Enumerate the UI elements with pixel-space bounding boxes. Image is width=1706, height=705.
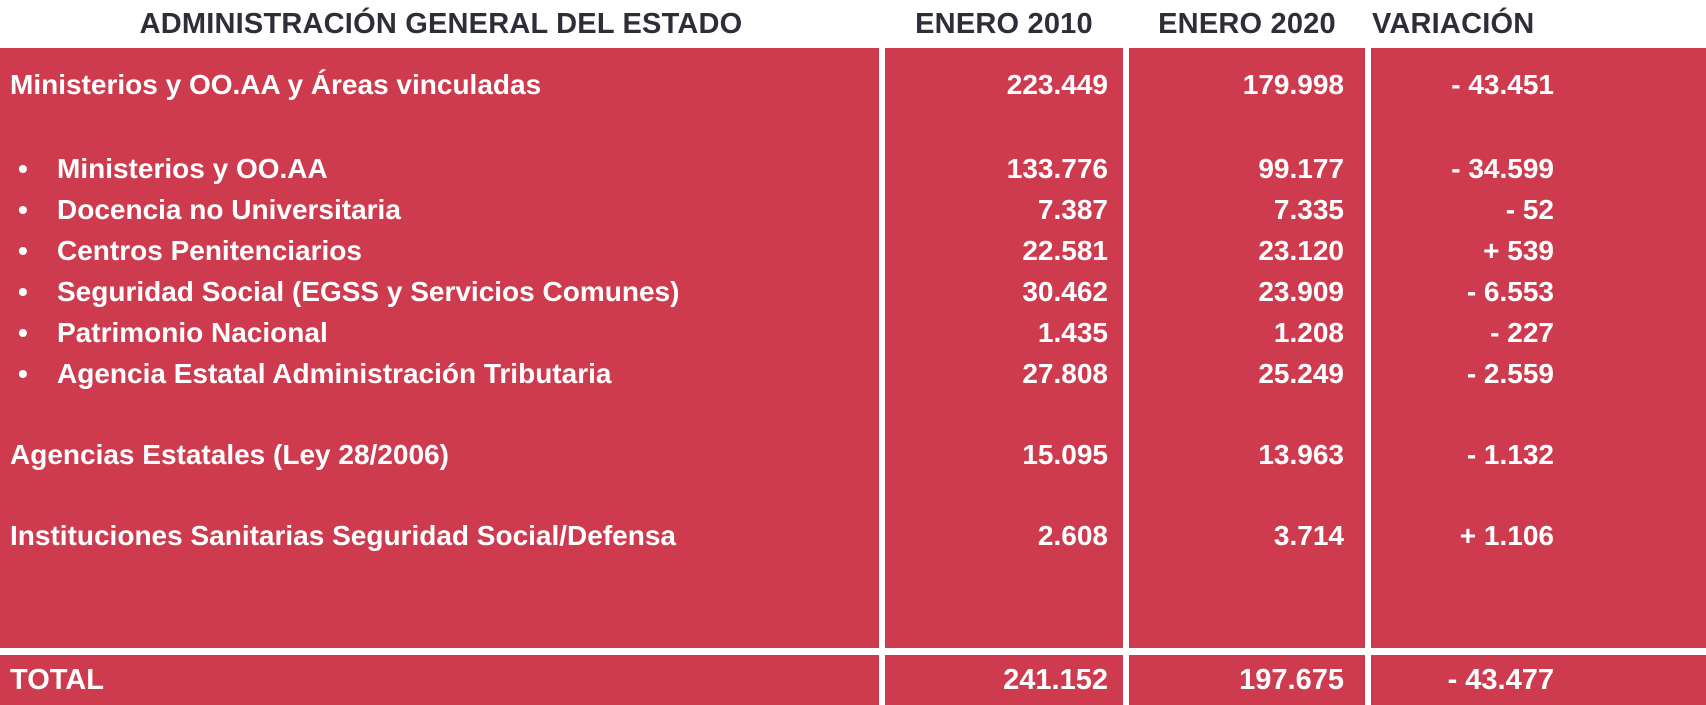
table-row: • Seguridad Social (EGSS y Servicios Comu… (0, 271, 1706, 312)
column-header-enero-2010: ENERO 2010 (915, 7, 1093, 40)
column-separator (1123, 48, 1129, 705)
bullet-icon: • (18, 317, 28, 348)
row-label: • Centros Penitenciarios (0, 230, 882, 271)
row-label: Instituciones Sanitarias Seguridad Socia… (10, 520, 676, 551)
value-variation: - 1.132 (1466, 439, 1554, 470)
table-red-area: Ministerios y OO.AA y Áreas vinculadas 22… (0, 48, 1706, 705)
table-row: Agencias Estatales (Ley 28/2006) 15.095 13… (0, 434, 1706, 475)
column-separator (879, 48, 885, 705)
row-label: • Agencia Estatal Administración Tributar… (0, 353, 882, 394)
table-body: Ministerios y OO.AA y Áreas vinculadas 22… (0, 48, 1706, 648)
value-2010: 2.608 (1037, 520, 1108, 551)
value-2020: 7.335 (1273, 194, 1344, 225)
value-2010: 7.387 (1037, 194, 1108, 225)
value-2020: 99.177 (1258, 153, 1344, 184)
bullet-icon: • (18, 358, 28, 389)
value-2010: 27.808 (1022, 358, 1108, 389)
value-2020: 23.120 (1258, 235, 1344, 266)
table-row: Instituciones Sanitarias Seguridad Socia… (0, 515, 1706, 556)
column-header-variacion: VARIACIÓN (1372, 7, 1535, 40)
table-row: Ministerios y OO.AA y Áreas vinculadas 22… (0, 62, 1706, 108)
value-2010: 1.435 (1037, 317, 1108, 348)
total-value-variation: - 43.477 (1447, 664, 1554, 696)
value-2010: 22.581 (1022, 235, 1108, 266)
total-value-2010: 241.152 (1003, 664, 1108, 696)
table-row: • Agencia Estatal Administración Tributar… (0, 353, 1706, 394)
row-label: • Patrimonio Nacional (0, 312, 882, 353)
value-2020: 179.998 (1242, 69, 1344, 100)
row-label: Agencias Estatales (Ley 28/2006) (10, 439, 449, 470)
value-2020: 3.714 (1273, 520, 1344, 551)
value-2020: 1.208 (1273, 317, 1344, 348)
column-separator (1365, 48, 1371, 705)
bullet-icon: • (18, 153, 28, 184)
table-row: • Centros Penitenciarios 22.581 23.120 + 539 (0, 230, 1706, 271)
value-variation: - 6.553 (1466, 276, 1554, 307)
row-label: • Docencia no Universitaria (0, 189, 882, 230)
row-label: Ministerios y OO.AA y Áreas vinculadas (10, 69, 542, 100)
value-variation: - 227 (1490, 317, 1554, 348)
table-header: ADMINISTRACIÓN GENERAL DEL ESTADO ENERO … (0, 0, 1706, 48)
table-row: • Docencia no Universitaria 7.387 7.335 - 52 (0, 189, 1706, 230)
value-variation: - 34.599 (1451, 153, 1554, 184)
value-2010: 223.449 (1006, 69, 1108, 100)
table-row: • Patrimonio Nacional 1.435 1.208 - 227 (0, 312, 1706, 353)
total-value-2020: 197.675 (1239, 664, 1344, 696)
value-2010: 133.776 (1006, 153, 1108, 184)
total-label: TOTAL (10, 664, 104, 696)
value-variation: - 43.451 (1451, 69, 1554, 100)
table-row: • Ministerios y OO.AA 133.776 99.177 - 34.59… (0, 148, 1706, 189)
value-2020: 13.963 (1258, 439, 1344, 470)
value-variation: - 2.559 (1466, 358, 1554, 389)
value-variation: + 1.106 (1459, 520, 1554, 551)
bullet-icon: • (18, 194, 28, 225)
value-2010: 15.095 (1022, 439, 1108, 470)
row-label: • Ministerios y OO.AA (0, 148, 882, 189)
bullet-icon: • (18, 235, 28, 266)
total-row: TOTAL 241.152 197.675 - 43.477 (0, 655, 1706, 705)
bullet-icon: • (18, 276, 28, 307)
value-2020: 25.249 (1258, 358, 1344, 389)
table-title: ADMINISTRACIÓN GENERAL DEL ESTADO (139, 7, 743, 40)
row-label: • Seguridad Social (EGSS y Servicios Comu… (0, 271, 882, 312)
value-variation: - 52 (1505, 194, 1554, 225)
value-2020: 23.909 (1258, 276, 1344, 307)
value-2010: 30.462 (1022, 276, 1108, 307)
column-header-enero-2020: ENERO 2020 (1158, 7, 1336, 40)
value-variation: + 539 (1483, 235, 1554, 266)
